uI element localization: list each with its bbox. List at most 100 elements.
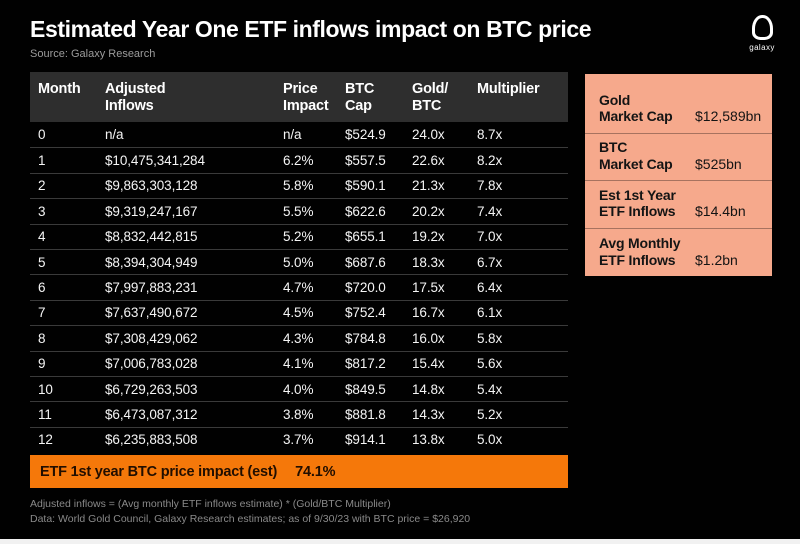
table-body: 0 n/a n/a $524.9 24.0x 8.7x 1 $10,475,341,284 6.…	[30, 122, 568, 452]
column-header-line1: Price	[283, 81, 318, 97]
stat-label-line1: Gold	[599, 91, 631, 108]
stat-item: Gold Market Cap $12,589bn	[585, 86, 772, 134]
cell-adjusted-inflows: $7,006,783,028	[105, 356, 198, 372]
cell-month: 10	[38, 381, 53, 397]
stat-label-line1: Est 1st Year	[599, 186, 676, 203]
cell-gold-btc: 16.0x	[412, 330, 445, 346]
stat-item: Est 1st Year ETF Inflows $14.4bn	[585, 181, 772, 229]
cell-gold-btc: 15.4x	[412, 356, 445, 372]
cell-adjusted-inflows: n/a	[105, 127, 124, 143]
cell-gold-btc: 14.8x	[412, 381, 445, 397]
column-header-line2: Inflows	[105, 97, 154, 114]
cell-gold-btc: 17.5x	[412, 280, 445, 296]
cell-adjusted-inflows: $7,308,429,062	[105, 330, 198, 346]
cell-price-impact: 4.1%	[283, 356, 314, 372]
table-row: 11 $6,473,087,312 3.8% $881.8 14.3x 5.2x	[30, 401, 568, 426]
cell-gold-btc: 19.2x	[412, 229, 445, 245]
stat-label-line2: ETF Inflows	[599, 251, 676, 268]
cell-price-impact: 4.5%	[283, 305, 314, 321]
cell-btc-cap: $849.5	[345, 381, 386, 397]
column-header-line2: Impact	[283, 97, 329, 114]
cell-month: 7	[38, 305, 46, 321]
column-header-multiplier: Multiplier	[477, 81, 568, 122]
column-header-line1: Month	[38, 81, 81, 97]
cell-btc-cap: $720.0	[345, 280, 386, 296]
table-row: 8 $7,308,429,062 4.3% $784.8 16.0x 5.8x	[30, 325, 568, 350]
cell-multiplier: 7.8x	[477, 178, 503, 194]
summary-row: ETF 1st year BTC price impact (est) 74.1…	[30, 455, 568, 489]
galaxy-logo-label: galaxy	[749, 43, 775, 52]
cell-adjusted-inflows: $9,863,303,128	[105, 178, 198, 194]
cell-btc-cap: $881.8	[345, 406, 386, 422]
table-row: 6 $7,997,883,231 4.7% $720.0 17.5x 6.4x	[30, 274, 568, 299]
cell-multiplier: 7.4x	[477, 203, 503, 219]
table-row: 12 $6,235,883,508 3.7% $914.1 13.8x 5.0x	[30, 426, 568, 452]
stat-label: Avg Monthly ETF Inflows	[599, 235, 695, 268]
cell-multiplier: 8.7x	[477, 127, 503, 143]
cell-price-impact: 5.5%	[283, 203, 314, 219]
cell-adjusted-inflows: $6,729,263,503	[105, 381, 198, 397]
page-title: Estimated Year One ETF inflows impact on…	[30, 16, 592, 42]
cell-btc-cap: $524.9	[345, 127, 386, 143]
cell-month: 1	[38, 153, 46, 169]
stats-sidebar: Gold Market Cap $12,589bn BTC Market Cap $525…	[585, 74, 772, 276]
cell-month: 2	[38, 178, 46, 194]
cell-month: 5	[38, 254, 46, 270]
cell-price-impact: 4.7%	[283, 280, 314, 296]
cell-btc-cap: $914.1	[345, 432, 386, 448]
cell-multiplier: 5.8x	[477, 330, 503, 346]
cell-month: 3	[38, 203, 46, 219]
bottom-page-strip	[0, 539, 800, 544]
cell-multiplier: 6.1x	[477, 305, 503, 321]
cell-price-impact: n/a	[283, 127, 302, 143]
cell-price-impact: 6.2%	[283, 153, 314, 169]
cell-gold-btc: 16.7x	[412, 305, 445, 321]
cell-price-impact: 4.3%	[283, 330, 314, 346]
cell-btc-cap: $752.4	[345, 305, 386, 321]
stat-label-line2: Market Cap	[599, 108, 673, 124]
stat-label: Gold Market Cap	[599, 92, 695, 125]
cell-price-impact: 3.8%	[283, 406, 314, 422]
cell-price-impact: 5.8%	[283, 178, 314, 194]
cell-month: 11	[38, 406, 52, 422]
column-header-line1: Adjusted	[105, 81, 166, 97]
column-header-month: Month	[38, 81, 105, 122]
column-header-line1: Gold/	[412, 81, 449, 97]
cell-gold-btc: 22.6x	[412, 153, 445, 169]
column-header-price-impact: Price Impact	[283, 81, 345, 122]
cell-month: 0	[38, 127, 46, 143]
table-header-row: Month Adjusted Inflows Price Impact BTC Cap Gol…	[30, 72, 568, 122]
cell-adjusted-inflows: $8,394,304,949	[105, 254, 198, 270]
cell-month: 6	[38, 280, 46, 296]
table-row: 5 $8,394,304,949 5.0% $687.6 18.3x 6.7x	[30, 248, 568, 274]
summary-value: 74.1%	[295, 463, 336, 480]
table-row: 1 $10,475,341,284 6.2% $557.5 22.6x 8.2x	[30, 147, 568, 172]
stat-label-line2: ETF Inflows	[599, 203, 676, 219]
column-header-line1: Multiplier	[477, 81, 540, 97]
source-caption: Source: Galaxy Research	[30, 48, 156, 60]
galaxy-helmet-icon	[751, 15, 773, 40]
cell-price-impact: 5.0%	[283, 254, 314, 270]
stat-label-line1: BTC	[599, 139, 628, 155]
cell-multiplier: 7.0x	[477, 229, 503, 245]
cell-adjusted-inflows: $6,235,883,508	[105, 432, 198, 448]
cell-btc-cap: $784.8	[345, 330, 386, 346]
galaxy-logo: galaxy	[741, 15, 783, 52]
cell-multiplier: 8.2x	[477, 153, 503, 169]
cell-gold-btc: 21.3x	[412, 178, 445, 194]
stat-label-line1: Avg Monthly	[599, 235, 681, 251]
stat-label: Est 1st Year ETF Inflows	[599, 187, 695, 220]
cell-multiplier: 5.6x	[477, 356, 503, 372]
cell-gold-btc: 14.3x	[412, 406, 445, 422]
cell-multiplier: 5.0x	[477, 432, 503, 448]
cell-btc-cap: $557.5	[345, 153, 386, 169]
cell-month: 4	[38, 229, 46, 245]
stat-item: BTC Market Cap $525bn	[585, 134, 772, 181]
cell-gold-btc: 18.3x	[412, 254, 445, 270]
cell-adjusted-inflows: $9,319,247,167	[105, 203, 198, 219]
stat-value: $14.4bn	[695, 203, 746, 219]
table-row: 4 $8,832,442,815 5.2% $655.1 19.2x 7.0x	[30, 223, 568, 249]
cell-adjusted-inflows: $10,475,341,284	[105, 153, 205, 169]
cell-adjusted-inflows: $6,473,087,312	[105, 406, 198, 422]
cell-multiplier: 6.7x	[477, 254, 503, 270]
